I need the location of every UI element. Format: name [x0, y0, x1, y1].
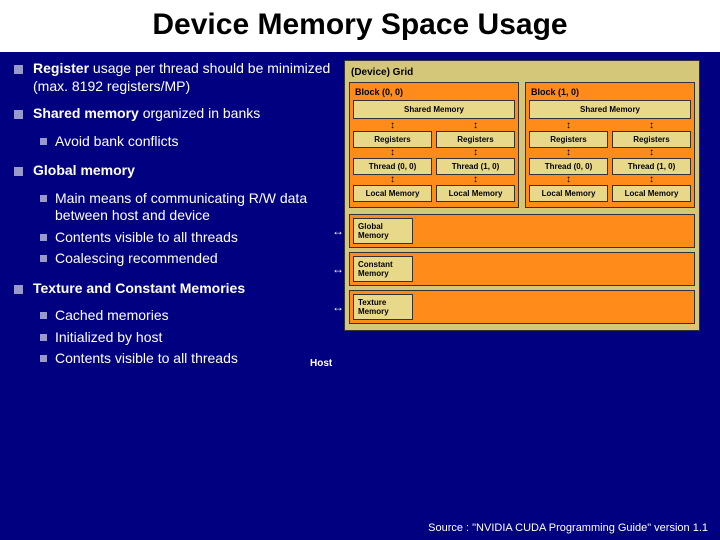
bullet-4-sub3: Contents visible to all threads: [40, 350, 344, 368]
bullet-4-sub3-text: Contents visible to all threads: [55, 350, 238, 368]
content-area: Register usage per thread should be mini…: [0, 52, 720, 372]
updown-arrow-icon: ↕: [390, 175, 395, 185]
blocks-row: Block (0, 0) Shared Memory ↕Registers ↕R…: [349, 82, 695, 208]
constant-memory-label: Constant Memory: [353, 256, 413, 282]
bullet-4-sub2-text: Initialized by host: [55, 329, 162, 347]
updown-arrow-icon: ↕: [566, 121, 571, 131]
shared-memory-0: Shared Memory: [353, 100, 515, 119]
bullet-3: Global memory: [14, 162, 344, 180]
bullet-icon: [40, 234, 47, 241]
bullet-2: Shared memory organized in banks: [14, 105, 344, 123]
bullet-list: Register usage per thread should be mini…: [14, 60, 344, 372]
registers-10: Registers: [529, 131, 608, 148]
updown-arrow-icon: ↕: [649, 175, 654, 185]
bullet-3-sub1-text: Main means of communicating R/W data bet…: [55, 190, 344, 225]
bullet-3-bold: Global memory: [33, 162, 135, 180]
bullet-icon: [40, 138, 47, 145]
row-regs: ↕Registers ↕Registers: [353, 121, 515, 148]
bullet-4-sub2: Initialized by host: [40, 329, 344, 347]
updown-arrow-icon: ↕: [473, 121, 478, 131]
block-0-0: Block (0, 0) Shared Memory ↕Registers ↕R…: [349, 82, 519, 208]
device-grid: (Device) Grid Block (0, 0) Shared Memory…: [344, 60, 700, 331]
bullet-icon: [40, 334, 47, 341]
shared-memory-1: Shared Memory: [529, 100, 691, 119]
texture-memory-box: Texture Memory: [349, 290, 695, 324]
block-1-title: Block (1, 0): [529, 86, 691, 100]
row-local: ↕Local Memory ↕Local Memory: [353, 175, 515, 202]
thread-b1-00: Thread (0, 0): [529, 158, 608, 175]
constant-memory-box: Constant Memory: [349, 252, 695, 286]
bullet-3-sub3: Coalescing recommended: [40, 250, 344, 268]
bullet-3-sub3-text: Coalescing recommended: [55, 250, 218, 268]
bullet-1-bold: Register: [33, 60, 89, 76]
bullet-icon: [14, 65, 23, 74]
bullet-3-sub2: Contents visible to all threads: [40, 229, 344, 247]
local-mem-00: Local Memory: [353, 185, 432, 202]
updown-arrow-icon: ↕: [390, 121, 395, 131]
slide-title: Device Memory Space Usage: [0, 0, 720, 52]
bullet-icon: [40, 355, 47, 362]
local-mem-01: Local Memory: [436, 185, 515, 202]
thread-00: Thread (0, 0): [353, 158, 432, 175]
updown-arrow-icon: ↕: [390, 148, 395, 158]
bullet-2-text: organized in banks: [139, 105, 260, 121]
updown-arrow-icon: ↕: [649, 121, 654, 131]
bullet-4-sub1-text: Cached memories: [55, 307, 169, 325]
grid-title: (Device) Grid: [349, 65, 695, 82]
bullet-1: Register usage per thread should be mini…: [14, 60, 344, 95]
thread-b1-10: Thread (1, 0): [612, 158, 691, 175]
updown-arrow-icon: ↕: [566, 148, 571, 158]
bullet-3-sub2-text: Contents visible to all threads: [55, 229, 238, 247]
local-mem-11: Local Memory: [612, 185, 691, 202]
bullet-4-sub1: Cached memories: [40, 307, 344, 325]
global-memories: ↔ Global Memory ↔ Constant Memory ↔ Text…: [349, 214, 695, 324]
bullet-3-sub1: Main means of communicating R/W data bet…: [40, 190, 344, 225]
diagram: Host (Device) Grid Block (0, 0) Shared M…: [344, 60, 700, 372]
local-mem-10: Local Memory: [529, 185, 608, 202]
global-memory-label: Global Memory: [353, 218, 413, 244]
bullet-4: Texture and Constant Memories: [14, 280, 344, 298]
bullet-icon: [14, 110, 23, 119]
row-threads: ↕Thread (0, 0) ↕Thread (1, 0): [353, 148, 515, 175]
registers-11: Registers: [612, 131, 691, 148]
leftright-arrow-icon: ↔: [329, 224, 347, 238]
updown-arrow-icon: ↕: [473, 175, 478, 185]
updown-arrow-icon: ↕: [566, 175, 571, 185]
bullet-icon: [40, 255, 47, 262]
bullet-icon: [40, 195, 47, 202]
source-citation: Source : "NVIDIA CUDA Programming Guide"…: [428, 522, 708, 534]
bullet-2-bold: Shared memory: [33, 105, 139, 121]
block-1-0: Block (1, 0) Shared Memory ↕Registers ↕R…: [525, 82, 695, 208]
thread-10: Thread (1, 0): [436, 158, 515, 175]
bullet-2-sub1: Avoid bank conflicts: [40, 133, 344, 151]
bullet-4-bold: Texture and Constant Memories: [33, 280, 245, 298]
leftright-arrow-icon: ↔: [329, 262, 347, 276]
updown-arrow-icon: ↕: [649, 148, 654, 158]
bullet-icon: [40, 312, 47, 319]
bullet-2-sub1-text: Avoid bank conflicts: [55, 133, 178, 151]
bullet-icon: [14, 285, 23, 294]
bullet-icon: [14, 167, 23, 176]
global-memory-box: Global Memory: [349, 214, 695, 248]
texture-memory-label: Texture Memory: [353, 294, 413, 320]
leftright-arrow-icon: ↔: [329, 300, 347, 314]
host-label: Host: [310, 358, 332, 369]
block-0-title: Block (0, 0): [353, 86, 515, 100]
registers-01: Registers: [436, 131, 515, 148]
registers-00: Registers: [353, 131, 432, 148]
updown-arrow-icon: ↕: [473, 148, 478, 158]
